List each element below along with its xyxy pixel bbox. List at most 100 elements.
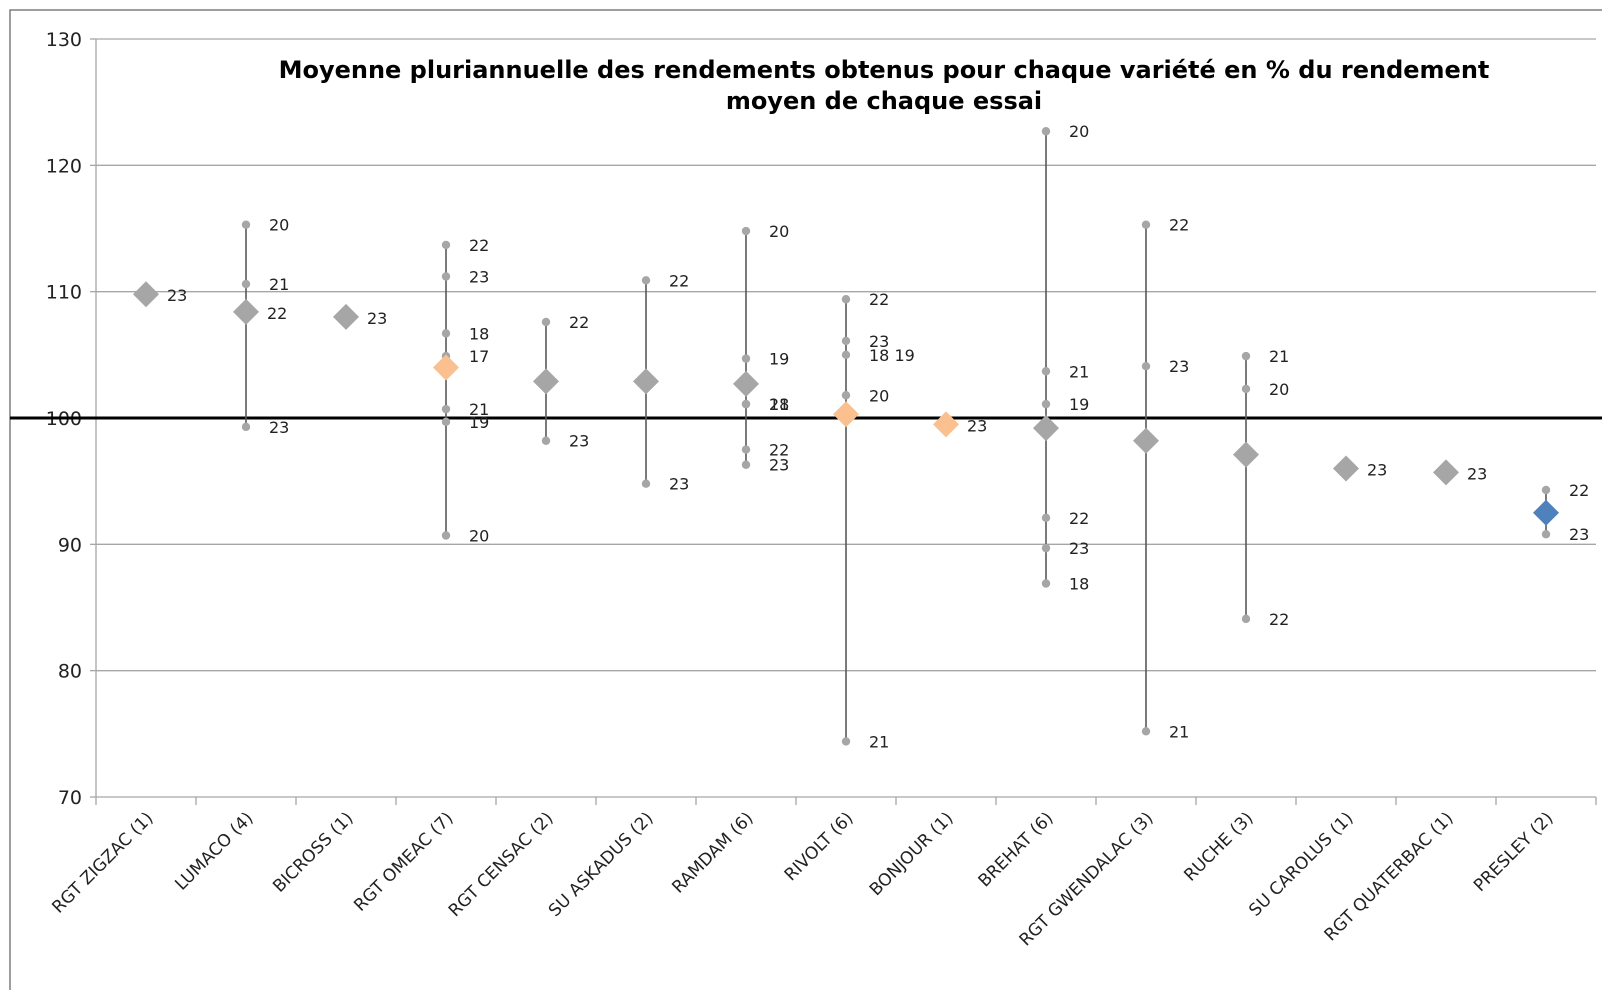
year-point [441,240,451,250]
chart-title-line-2: moyen de chaque essai [726,87,1042,115]
mean-diamond [633,368,659,395]
year-point-label: 21 [469,400,489,419]
year-point-label: 23 [1569,525,1589,544]
year-point-label: 18 [469,324,489,343]
x-tick-label: RGT CENSAC (2) [445,808,558,921]
x-tick-label: SU ASKADUS (2) [545,808,658,921]
year-point [1141,220,1151,229]
x-tick-label: RGT ZIGZAC (1) [48,808,157,917]
year-point-label: 22 [1269,610,1289,629]
year-point [241,279,251,289]
year-point-label: 19 [469,413,489,432]
mean-label: 23 [967,416,987,435]
x-tick-label: BICROSS (1) [269,808,357,896]
mean-diamond [933,411,959,438]
year-point-label: 21 [1069,362,1089,381]
y-tick-label: 70 [58,787,82,809]
year-point [1041,543,1051,553]
year-point-label: 20 [469,526,489,545]
mean-label: 23 [1467,464,1487,483]
year-point-label: 23 [469,268,489,287]
year-point-label: 23 [269,418,289,437]
year-point-label: 23 [869,332,889,351]
mean-diamond [1033,415,1059,442]
year-point-label: 18 [1069,574,1089,593]
year-point-label: 21 [1169,722,1189,741]
year-point-label: 18 [769,395,789,414]
year-point-label: 22 [869,290,889,309]
year-point [441,531,451,540]
year-point [1041,127,1051,136]
year-point-label: 20 [1069,122,1089,141]
year-point-label: 21 [769,395,789,414]
mean-diamond [533,368,559,395]
year-point [741,226,751,236]
year-point-label: 23 [769,456,789,475]
year-point-label: 22 [1069,509,1089,528]
year-point [841,350,851,360]
chart-title: Moyenne pluriannuelle des rendements obt… [279,56,1490,115]
year-point [1241,614,1251,624]
y-tick-label: 110 [46,282,82,304]
year-point [1041,513,1051,523]
mean-diamond [433,354,459,381]
year-point-label: 20 [869,386,889,405]
chart-title-line-1: Moyenne pluriannuelle des rendements obt… [279,56,1490,84]
year-point-label: 21 [1269,347,1289,366]
mean-diamond [733,370,759,397]
year-point [841,336,851,346]
year-point-label: 19 [1069,395,1089,414]
mean-diamond [233,298,259,325]
year-point-label: 21 [869,732,889,751]
year-point [441,417,451,426]
year-point [641,479,651,488]
year-point [741,460,751,469]
y-tick-label: 120 [46,155,82,177]
x-tick-label: SU CAROLUS (1) [1245,808,1357,920]
y-tick-label: 90 [58,534,82,556]
mean-label: 23 [1367,461,1387,480]
mean-diamond [1233,441,1259,468]
year-point-label: 21 [269,275,289,294]
year-point-label: 23 [1069,539,1089,558]
mean-label: 23 [167,286,187,305]
year-point [541,317,551,327]
x-tick-label: RIVOLT (6) [781,808,858,885]
year-points [241,127,1551,746]
year-point-label: 22 [1569,481,1589,500]
mean-diamond [1433,459,1459,486]
range-lines [245,131,1547,742]
year-point-label: 22 [569,313,589,332]
year-point [641,276,651,285]
year-point [241,220,251,229]
year-point [1041,399,1051,409]
year-point [841,737,851,746]
x-tick-label: RUCHE (3) [1180,808,1257,885]
year-point [441,329,451,338]
mean-diamond [333,303,359,330]
year-point-label: 22 [769,441,789,460]
year-point-label: 20 [1269,380,1289,399]
year-point-label: 19 [769,350,789,369]
x-tick-label: BONJOUR (1) [866,808,958,900]
year-point-label: 20 [269,216,289,235]
year-point-label: 23 [569,432,589,451]
year-point [1541,485,1551,495]
mean-diamond [1533,499,1559,526]
y-tick-label: 80 [58,661,82,683]
year-point [741,445,751,454]
x-tick-label: RGT OMEAC (7) [350,808,457,915]
mean-diamond [833,401,859,428]
mean-diamond [1133,427,1159,454]
year-point-label: 23 [669,475,689,494]
year-point-label: 17 [469,347,489,366]
year-point [841,391,851,400]
year-point [841,295,851,304]
year-point-label: 23 [1169,357,1189,376]
year-point-label: 18 19 [869,346,915,365]
year-point [441,272,451,281]
mean-markers [133,281,1559,526]
year-point [1141,362,1151,371]
year-point-label: 22 [669,271,689,290]
